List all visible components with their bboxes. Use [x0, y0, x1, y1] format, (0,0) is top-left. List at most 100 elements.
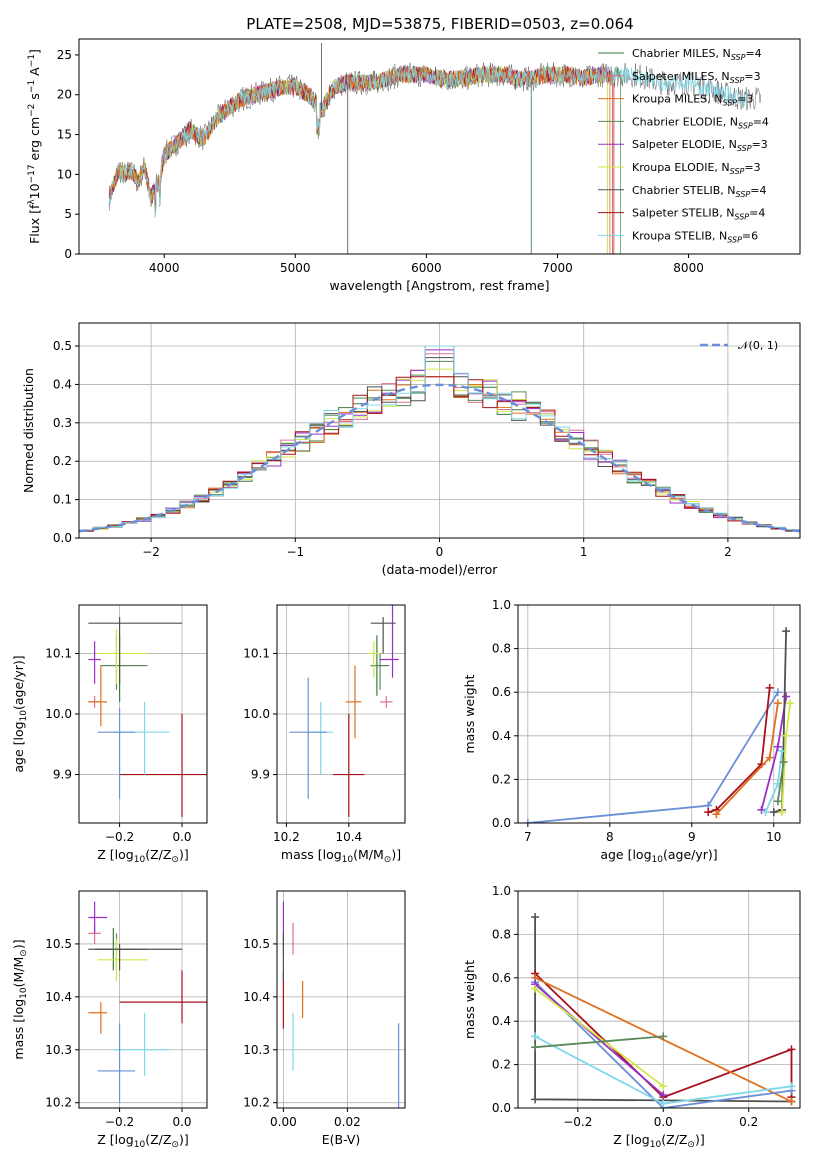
x-tick-label: 7000 — [542, 261, 573, 275]
plot-area-weight-vs-z — [531, 913, 796, 1108]
y-tick-label: 0.6 — [492, 971, 511, 985]
label-part: (Z/Z — [145, 1132, 171, 1147]
weight-line — [534, 972, 793, 1099]
x-tick-label: 2 — [724, 545, 732, 559]
y-axis-label: Normed distribution — [21, 368, 36, 493]
y-tick-label: 15 — [57, 128, 72, 142]
x-axis-label: Z [log10(Z/Z⊙)] — [613, 1132, 704, 1150]
legend-label: Kroupa STELIB, NSSP=6 — [632, 229, 758, 244]
weight-marker — [787, 1082, 796, 1091]
label-part: Z [log — [613, 1132, 649, 1147]
label-part: ⊙ — [171, 1140, 179, 1150]
label-part: ⊙ — [384, 855, 392, 865]
y-tick-label: 1.0 — [492, 884, 511, 898]
label-part: )] — [179, 1132, 189, 1147]
y-tick-label: 10 — [57, 167, 72, 181]
weight-marker — [769, 808, 778, 817]
x-tick-label: 7 — [524, 830, 532, 844]
legend-label-normal: 𝒩(0, 1) — [738, 339, 778, 352]
weight-marker — [659, 1099, 668, 1108]
label-part: erg cm — [27, 117, 42, 165]
legend-count: =3 — [744, 70, 760, 83]
y-tick-label: 10.0 — [243, 707, 270, 721]
y-tick-label: 25 — [57, 48, 72, 62]
label-part: 10 — [650, 1140, 662, 1150]
weight-marker — [787, 1045, 796, 1054]
x-axis-label: mass [log10(M/M⊙)] — [281, 847, 401, 865]
weight-marker — [782, 731, 791, 740]
x-tick-label: −1 — [286, 545, 304, 559]
x-tick-label: 8 — [606, 830, 614, 844]
legend-subscript: SSP — [738, 121, 753, 130]
label-part: )] — [391, 847, 401, 862]
legend-label: Salpeter ELODIE, NSSP=3 — [632, 138, 768, 153]
legend-name: Chabrier MILES, N — [632, 47, 731, 60]
plot-area-mass-vs-z — [88, 901, 207, 1103]
x-tick-label: 8000 — [673, 261, 704, 275]
label-part: −2 — [27, 104, 37, 117]
label-part: 10 — [134, 1140, 146, 1150]
y-axis-label: mass weight — [462, 960, 477, 1039]
weight-line — [777, 761, 785, 802]
label-part: Z [log — [97, 847, 133, 862]
x-tick-label: −0.2 — [105, 1115, 134, 1129]
legend-count: =3 — [752, 138, 768, 151]
weight-marker — [704, 808, 713, 817]
y-tick-label: 10.0 — [45, 707, 72, 721]
weight-marker — [765, 753, 774, 762]
y-tick-label: 10.2 — [45, 1096, 72, 1110]
axes-residuals: 𝒩(0, 1) −2 −1 0 1 2 0.0 0.1 0.2 0.3 0.4 0.5 (data-mo… — [21, 322, 801, 577]
label-part: A — [27, 67, 42, 80]
x-tick-label: 0 — [436, 545, 444, 559]
spectrum-kroupa-stelib — [108, 65, 748, 218]
label-part: )] — [179, 847, 189, 862]
weight-line — [534, 983, 664, 1096]
x-tick-label: 10.2 — [273, 830, 300, 844]
normal-reference-curve — [79, 383, 800, 533]
x-tick-label: 5000 — [280, 261, 311, 275]
label-part: Flux [f — [27, 204, 42, 244]
weight-line — [534, 987, 664, 1088]
weight-marker — [773, 797, 782, 806]
histogram-salpeter-stelib — [79, 376, 800, 534]
x-tick-label: 0.02 — [334, 1115, 361, 1129]
axes-weight-vs-z: −0.2 0.0 0.2 0.0 0.2 0.4 0.6 0.8 1.0 Z [log10(Z/Z… — [462, 884, 801, 1150]
label-part: −1 — [27, 80, 37, 93]
weight-marker — [761, 808, 770, 817]
y-tick-label: 10.5 — [45, 937, 72, 951]
y-tick-label: 0 — [64, 247, 72, 261]
y-tick-label: 10.5 — [243, 937, 270, 951]
y-axis-label: mass weight — [462, 674, 477, 753]
label-part: (age/yr)] — [11, 655, 26, 710]
y-tick-label: 0.4 — [492, 729, 511, 743]
weight-marker — [659, 1090, 668, 1099]
legend-label: Salpeter STELIB, NSSP=4 — [632, 207, 765, 222]
legend-label: Salpeter MILES, NSSP=3 — [632, 70, 761, 85]
x-tick-label: 4000 — [149, 261, 180, 275]
y-tick-label: 0.2 — [53, 454, 72, 468]
label-part: 10 — [342, 855, 354, 865]
label-part: ⊙ — [687, 1140, 695, 1150]
weight-marker — [779, 757, 788, 766]
label-part: ⊙ — [19, 949, 29, 957]
legend-subscript: SSP — [731, 53, 746, 62]
weight-marker — [787, 1097, 796, 1106]
x-tick-label: 0.0 — [654, 1115, 673, 1129]
legend-label: Kroupa MILES, NSSP=3 — [632, 93, 753, 108]
y-tick-label: 10.2 — [243, 1096, 270, 1110]
legend-subscript: SSP — [730, 76, 745, 85]
legend-name: Kroupa STELIB, N — [632, 229, 727, 242]
x-axis-label: age [log10(age/yr)] — [600, 847, 717, 865]
legend-count: =3 — [744, 161, 760, 174]
plot-area-spectrum — [108, 42, 761, 254]
y-axis-label: Flux [fλ10−17 erg cm−2 s−1 A−1] — [27, 49, 42, 244]
plot-area-mass-vs-ebv — [282, 901, 400, 1108]
x-tick-label: 0.2 — [739, 1115, 758, 1129]
label-part: λ — [27, 199, 37, 205]
x-tick-label: −0.2 — [105, 830, 134, 844]
plot-area-age-vs-z — [88, 617, 207, 817]
weight-marker — [757, 805, 766, 814]
